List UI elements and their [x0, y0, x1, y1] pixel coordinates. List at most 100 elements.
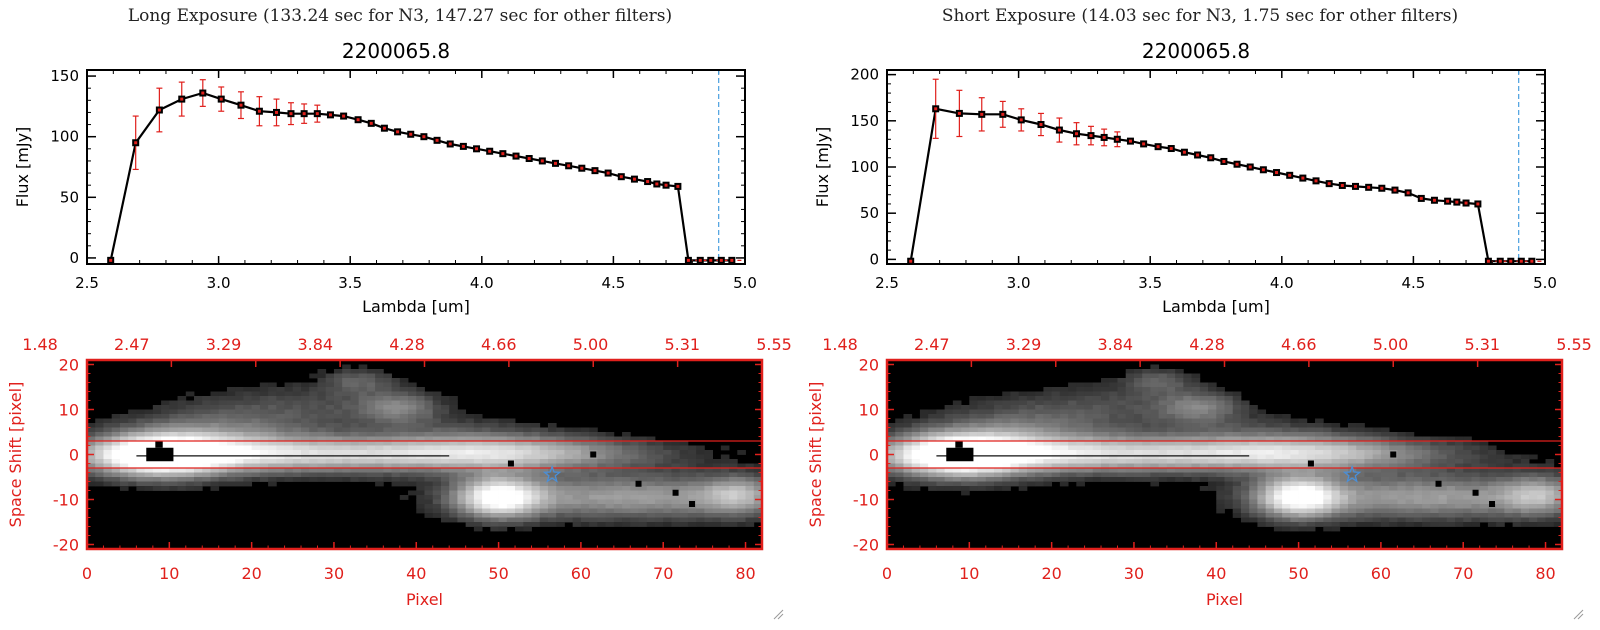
spectrum-frame: [886, 69, 1546, 265]
image-pixel: [506, 477, 516, 482]
image-pixel: [753, 486, 763, 491]
image-pixel: [1224, 441, 1234, 446]
image-pixel: [1101, 459, 1110, 464]
image-pixel: [1208, 418, 1217, 424]
image-pixel: [366, 418, 376, 424]
image-pixel: [1125, 369, 1135, 374]
image-pixel: [309, 427, 318, 433]
image-pixel: [1010, 396, 1020, 401]
image-pixel: [564, 513, 574, 518]
image-pixel: [235, 472, 244, 478]
image-pixel: [161, 436, 170, 442]
image-pixel: [1059, 441, 1069, 446]
image-pixel: [1191, 427, 1201, 433]
image-pixel: [317, 387, 327, 392]
data-point-center: [1089, 134, 1093, 138]
image-pixel: [1043, 441, 1053, 446]
image-pixel: [136, 481, 146, 487]
image-pixel: [243, 387, 253, 392]
image-pixel: [375, 423, 384, 428]
image-pixel: [1298, 486, 1308, 491]
image-pixel: [333, 423, 343, 428]
image-pixel: [1471, 513, 1481, 518]
image-pixel: [276, 450, 285, 455]
image-pixel: [1133, 387, 1143, 392]
image-pixel: [1002, 414, 1011, 419]
image-pixel: [391, 472, 401, 478]
image-pixel: [383, 414, 392, 419]
image-pixel: [936, 441, 946, 446]
image-pixel: [1380, 454, 1390, 460]
image-pixel: [185, 423, 195, 428]
image-pixel: [317, 400, 327, 406]
image-pixel: [630, 454, 639, 460]
image-pixel: [194, 432, 203, 437]
image-pixel: [1166, 378, 1176, 383]
image-pixel: [1331, 486, 1341, 491]
image-pixel: [1257, 450, 1267, 455]
image-pixel: [449, 396, 458, 401]
image-pixel: [1496, 490, 1505, 496]
image-pixel: [515, 495, 524, 500]
data-point-center: [934, 107, 938, 111]
image-pixel: [292, 409, 302, 415]
data-point-center: [109, 258, 113, 262]
image-pixel: [1224, 391, 1234, 397]
image-pixel: [301, 409, 310, 415]
image-pixel: [1372, 454, 1382, 460]
image-pixel: [1405, 432, 1415, 437]
image-pixel: [276, 396, 285, 401]
image-pixel: [202, 459, 211, 464]
image-pixel: [1125, 373, 1135, 379]
image-pixel: [276, 463, 285, 469]
image-pixel: [1323, 477, 1332, 482]
image-pixel: [1553, 486, 1563, 491]
image-pixel: [375, 441, 384, 446]
resize-grip-icon[interactable]: [772, 608, 784, 620]
image-pixel: [531, 454, 541, 460]
image-pixel: [597, 522, 606, 527]
image-pixel: [1323, 450, 1332, 455]
image-pixel: [630, 486, 639, 491]
image-pixel: [1364, 499, 1374, 505]
image-pixel: [1051, 472, 1061, 478]
image-pixel: [177, 427, 187, 433]
image-pixel: [1183, 400, 1192, 406]
image-pixel: [243, 405, 253, 410]
image-pixel: [1068, 391, 1077, 397]
image-pixel: [1059, 409, 1069, 415]
image-pixel: [1010, 481, 1020, 487]
image-pixel: [1150, 432, 1160, 437]
image-pixel: [119, 450, 129, 455]
data-point-center: [540, 159, 544, 163]
image-pixel: [1216, 436, 1225, 442]
data-point-center: [1222, 159, 1226, 163]
image-pixel: [185, 427, 195, 433]
image-pixel: [895, 418, 904, 424]
resize-grip-icon[interactable]: [1572, 608, 1584, 620]
image-pixel: [408, 409, 417, 415]
image-pixel: [654, 508, 664, 514]
image-pixel: [284, 405, 294, 410]
image-pixel: [1150, 373, 1160, 379]
image-pixel: [523, 495, 532, 500]
image-pixel: [1389, 436, 1398, 442]
image-pixel: [1068, 463, 1077, 469]
image-pixel: [375, 454, 384, 460]
image-pixel: [1397, 459, 1406, 464]
image-pixel: [259, 423, 269, 428]
image-pixel: [911, 432, 921, 437]
image-pixel: [1117, 400, 1127, 406]
image-pixel: [292, 382, 302, 388]
image-pixel: [259, 450, 269, 455]
image-pixel: [95, 477, 104, 482]
image-pixel: [622, 499, 631, 505]
image-pixel: [375, 432, 384, 437]
image-pixel: [1150, 382, 1160, 388]
image-pixel: [687, 445, 697, 451]
image-pixel: [679, 490, 689, 496]
image-pixel: [399, 450, 409, 455]
image-pixel: [1133, 436, 1143, 442]
image-pixel: [1068, 414, 1077, 419]
image-pixel: [1331, 441, 1341, 446]
